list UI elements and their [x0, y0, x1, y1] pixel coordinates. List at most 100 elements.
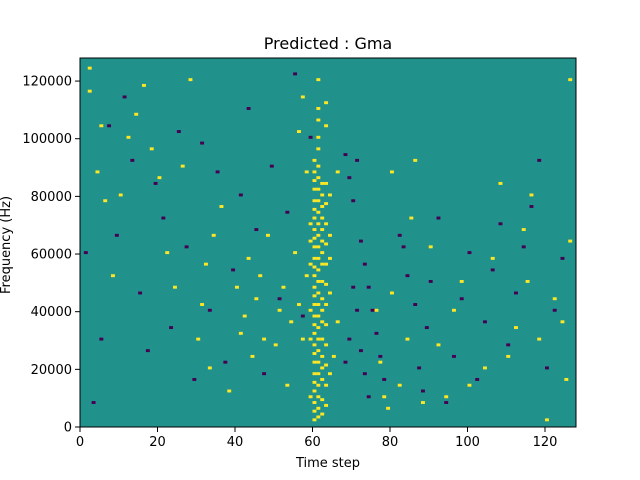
heatmap-cell-high	[428, 245, 433, 249]
heatmap-cell-high	[560, 320, 565, 324]
heatmap-cell-high	[436, 343, 441, 347]
heatmap-cell-low	[424, 326, 429, 330]
heatmap-cell-high	[312, 343, 317, 347]
heatmap-cell-high	[320, 366, 325, 370]
x-tick-label: 20	[149, 435, 166, 450]
heatmap-cell-low	[145, 349, 150, 353]
heatmap-cell-high	[180, 164, 185, 168]
heatmap-cell-low	[359, 349, 363, 353]
heatmap-cell-high	[537, 337, 542, 341]
heatmap-cell-high	[324, 202, 329, 206]
heatmap-cell-high	[328, 233, 332, 237]
heatmap-cell-high	[320, 251, 325, 255]
heatmap-cell-high	[308, 308, 313, 312]
heatmap-cell-high	[312, 236, 317, 240]
heatmap-cell-high	[374, 308, 379, 312]
heatmap-cell-high	[312, 314, 317, 318]
heatmap-cell-high	[312, 323, 317, 327]
plot-frame	[79, 57, 577, 428]
heatmap-cell-high	[273, 343, 278, 347]
heatmap-cell-low	[347, 176, 352, 180]
heatmap-cell-low	[374, 331, 379, 335]
heatmap-cell-high	[142, 83, 146, 87]
heatmap-cell-high	[312, 274, 317, 278]
x-tick-label: 100	[455, 435, 480, 450]
heatmap-cell-low	[436, 216, 441, 220]
heatmap-cell-high	[324, 343, 329, 347]
heatmap-cell-high	[312, 409, 317, 413]
heatmap-cell-high	[316, 314, 321, 318]
heatmap-cell-high	[490, 256, 495, 260]
heatmap-cell-high	[99, 124, 104, 128]
heatmap-cell-high	[235, 285, 239, 289]
heatmap-cell-high	[324, 181, 329, 185]
heatmap-cell-high	[312, 256, 317, 260]
heatmap-cell-low	[359, 239, 363, 243]
y-tick-label: 20000	[31, 363, 72, 378]
heatmap-cell-high	[316, 199, 321, 203]
heatmap-cell-low	[537, 158, 542, 162]
heatmap-cell-low	[378, 354, 383, 358]
heatmap-cell-low	[362, 372, 367, 376]
heatmap-cell-high	[506, 354, 511, 358]
heatmap-cell-low	[366, 285, 371, 289]
heatmap-cell-low	[138, 291, 143, 295]
heatmap-cell-low	[552, 308, 557, 312]
heatmap-cell-high	[320, 181, 325, 185]
heatmap-cell-high	[328, 372, 332, 376]
heatmap-cell-low	[417, 366, 422, 370]
heatmap-cell-high	[320, 412, 325, 416]
heatmap-cell-low	[161, 216, 166, 220]
heatmap-cell-high	[498, 181, 503, 185]
heatmap-cell-high	[281, 285, 286, 289]
heatmap-cell-low	[362, 262, 367, 266]
heatmap-cell-high	[308, 239, 313, 243]
heatmap-cell-high	[320, 377, 325, 381]
heatmap-cell-high	[227, 389, 232, 393]
heatmap-cell-high	[87, 66, 92, 70]
heatmap-cell-high	[413, 158, 418, 162]
x-axis: 0 20 40 60 80 100 120	[76, 427, 558, 450]
heatmap-cell-high	[316, 372, 321, 376]
heatmap-cell-high	[312, 389, 317, 393]
heatmap-cell-high	[289, 320, 294, 324]
heatmap-cell-high	[219, 205, 224, 208]
heatmap-cell-high	[316, 222, 321, 226]
heatmap-cell-low	[529, 205, 534, 208]
y-tick-label: 80000	[31, 190, 72, 205]
x-tick-label: 40	[227, 435, 244, 450]
heatmap-cell-high	[328, 256, 332, 260]
heatmap-cell-high	[324, 323, 329, 327]
heatmap-cell-high	[200, 303, 205, 306]
heatmap-cell-low	[397, 233, 402, 237]
heatmap-cell-high	[312, 170, 317, 174]
y-axis-label: Frequency (Hz)	[0, 196, 14, 294]
heatmap-cell-high	[277, 308, 282, 312]
heatmap-cell-low	[382, 377, 387, 381]
heatmap-cell-high	[324, 222, 329, 226]
heatmap-cell-high	[324, 383, 329, 387]
heatmap-cell-high	[328, 193, 332, 197]
heatmap-cell-low	[452, 354, 456, 358]
heatmap-cell-low	[355, 158, 360, 162]
heatmap-cell-low	[246, 107, 251, 110]
heatmap-cell-high	[134, 112, 139, 116]
heatmap-cell-high	[207, 366, 212, 370]
heatmap-cell-low	[343, 153, 348, 157]
heatmap-cell-high	[308, 395, 313, 399]
heatmap-cell-high	[320, 337, 325, 341]
heatmap-cell-high	[312, 245, 317, 249]
heatmap-cell-low	[405, 274, 410, 278]
heatmap-cell-high	[335, 320, 340, 324]
heatmap-cell-high	[312, 207, 317, 211]
heatmap-cell-high	[320, 228, 325, 232]
x-tick-label: 60	[304, 435, 321, 450]
heatmap-cell-high	[293, 251, 298, 255]
heatmap-cell-low	[514, 291, 518, 295]
heatmap-cell-high	[382, 395, 387, 399]
heatmap-cell-high	[312, 401, 317, 404]
x-tick-label: 120	[533, 435, 558, 450]
heatmap-cell-high	[211, 233, 216, 237]
heatmap-cell-low	[498, 222, 503, 226]
